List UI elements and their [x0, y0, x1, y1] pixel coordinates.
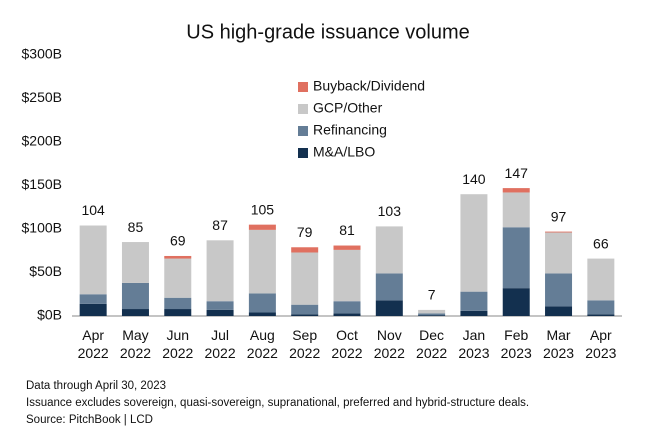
y-tick-label: $300B: [22, 46, 62, 62]
bar-segment: [121, 242, 149, 283]
y-tick-label: $50B: [29, 263, 62, 279]
y-tick-label: $0B: [37, 307, 62, 323]
x-tick-label: Mar 2023: [543, 327, 574, 361]
legend-label: Refinancing: [313, 122, 387, 138]
bar-segment: [164, 255, 192, 259]
bar-segment: [248, 312, 276, 316]
bar-segment: [502, 288, 530, 316]
bar-segment: [502, 192, 530, 228]
bar-segment: [333, 301, 361, 314]
bar-segment: [545, 273, 573, 307]
bar-segment: [291, 314, 319, 316]
bar-segment: [418, 313, 446, 316]
total-label: 105: [251, 201, 275, 217]
bar-segment: [248, 229, 276, 294]
bar-segment: [502, 188, 530, 193]
bar-segment: [248, 224, 276, 230]
bar-segment: [502, 227, 530, 289]
footnote: Data through April 30, 2023: [26, 380, 166, 392]
bar-segment: [545, 231, 573, 233]
total-label: 97: [551, 208, 567, 224]
bar-segment: [460, 291, 488, 311]
bar-segment: [164, 258, 192, 298]
total-label: 140: [462, 171, 486, 187]
y-tick-label: $100B: [22, 220, 62, 236]
x-tick-label: Oct 2022: [331, 327, 362, 361]
legend-swatch: [298, 104, 308, 114]
x-tick-label: Apr 2023: [585, 327, 616, 361]
x-tick-label: Nov 2022: [374, 327, 405, 361]
x-tick-label: May 2022: [120, 327, 151, 361]
bar-segment: [375, 226, 403, 274]
chart-title: US high-grade issuance volume: [186, 21, 470, 43]
bar-segment: [418, 315, 446, 316]
bar-segment: [375, 300, 403, 316]
bar-segment: [460, 310, 488, 316]
bar-segment: [121, 309, 149, 316]
bar-segment: [333, 313, 361, 316]
bar-segment: [587, 314, 615, 316]
footnote: Issuance excludes sovereign, quasi-sover…: [26, 397, 529, 409]
bar-segment: [79, 303, 107, 316]
bar-segment: [333, 249, 361, 302]
total-label: 79: [297, 224, 313, 240]
total-label: 69: [170, 233, 186, 249]
total-label: 85: [128, 219, 144, 235]
y-tick-label: $250B: [22, 89, 62, 105]
y-tick-label: $150B: [22, 176, 62, 192]
bar-segment: [248, 293, 276, 313]
bar-segment: [460, 194, 488, 292]
bar-segment: [587, 258, 615, 301]
x-tick-label: Jun 2022: [162, 327, 193, 361]
y-tick-label: $200B: [22, 133, 62, 149]
legend-swatch: [298, 126, 308, 136]
bar-segment: [206, 301, 234, 310]
legend-label: M&A/LBO: [313, 144, 375, 160]
bar-segment: [545, 232, 573, 274]
total-label: 81: [339, 222, 355, 238]
x-tick-label: Apr 2022: [78, 327, 109, 361]
total-label: 147: [505, 165, 529, 181]
x-tick-label: Sep 2022: [289, 327, 320, 361]
bar-segment: [291, 247, 319, 253]
legend-label: Buyback/Dividend: [313, 78, 425, 94]
x-tick-label: Feb 2023: [501, 327, 532, 361]
total-label: 66: [593, 235, 609, 251]
legend-swatch: [298, 82, 308, 92]
bar-segment: [375, 273, 403, 301]
bar-segment: [291, 252, 319, 305]
bar-segment: [79, 225, 107, 295]
legend-label: GCP/Other: [313, 100, 383, 116]
bar-segment: [164, 297, 192, 310]
x-tick-label: Jan 2023: [458, 327, 489, 361]
bar-segment: [545, 306, 573, 316]
x-tick-label: Dec 2022: [416, 327, 447, 361]
bar-segment: [206, 240, 234, 302]
x-tick-label: Aug 2022: [247, 327, 278, 361]
bar-segment: [121, 282, 149, 310]
total-label: 104: [81, 202, 105, 218]
legend-swatch: [298, 148, 308, 158]
bar-segment: [291, 304, 319, 315]
bar-segment: [164, 309, 192, 316]
bar-segment: [587, 300, 615, 315]
x-tick-label: Jul 2022: [204, 327, 235, 361]
total-label: 7: [428, 287, 436, 303]
bar-segment: [206, 309, 234, 316]
bar-segment: [333, 245, 361, 250]
total-label: 87: [212, 217, 228, 233]
bar-segment: [79, 294, 107, 304]
footnote: Source: PitchBook | LCD: [26, 414, 153, 426]
bar-segment: [418, 309, 446, 314]
total-label: 103: [378, 203, 402, 219]
